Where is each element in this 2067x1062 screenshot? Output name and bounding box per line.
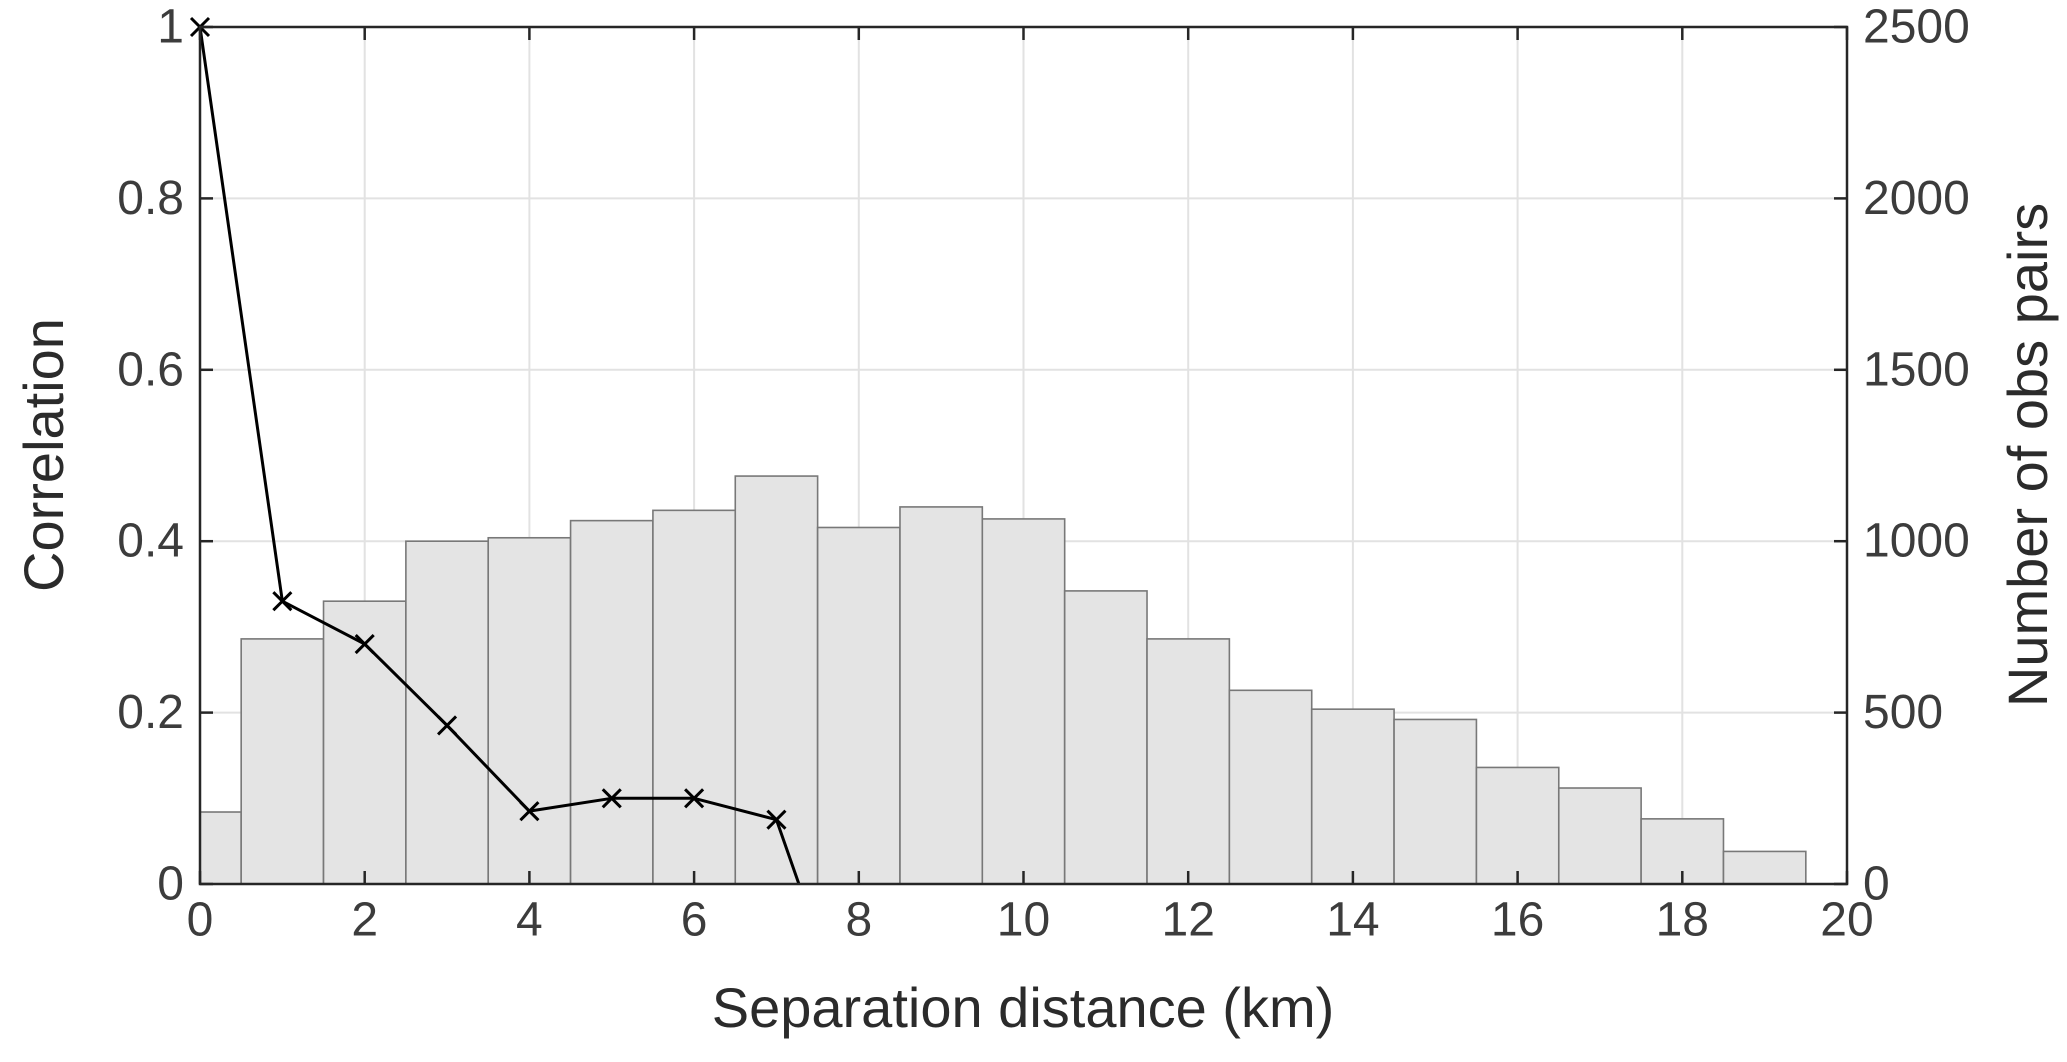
- x-tick-label: 16: [1491, 894, 1544, 947]
- x-axis-label: Separation distance (km): [711, 976, 1335, 1039]
- correlation-marker: [519, 801, 540, 822]
- y-left-tick-label: 1: [157, 1, 184, 54]
- histogram-bar: [1722, 850, 1807, 885]
- histogram-bar: [1146, 638, 1231, 885]
- y-right-tick-label: 2000: [1863, 172, 1970, 225]
- histogram-bar: [899, 506, 984, 885]
- y-right-tick-label: 1000: [1863, 515, 1970, 568]
- histogram-bar: [569, 519, 654, 885]
- y-left-tick-label: 0.2: [117, 686, 184, 739]
- y-right-tick-label: 1500: [1863, 343, 1970, 396]
- x-tick-label: 2: [351, 894, 378, 947]
- histogram-bar: [981, 518, 1066, 885]
- y-left-tick-label: 0.4: [117, 515, 184, 568]
- y-right-tick-label: 0: [1863, 858, 1890, 911]
- histogram-bar: [1228, 689, 1313, 885]
- correlation-marker: [354, 633, 375, 655]
- histogram-bar: [1557, 787, 1642, 885]
- y-left-tick-label: 0.6: [117, 343, 184, 396]
- y-left-tick-label: 0.8: [117, 172, 184, 225]
- y-right-tick-label: 500: [1863, 686, 1943, 739]
- x-tick-label: 4: [516, 894, 543, 947]
- histogram-bar: [1393, 718, 1478, 885]
- histogram-bar: [1475, 766, 1560, 885]
- histogram-bar: [1310, 708, 1395, 885]
- x-tick-label: 10: [997, 894, 1050, 947]
- y-left-axis-label: Correlation: [12, 318, 75, 592]
- histogram-bar: [1063, 590, 1148, 885]
- correlation-marker: [272, 591, 293, 612]
- correlation-marker: [436, 715, 458, 736]
- histogram-bar: [816, 526, 901, 885]
- x-tick-label: 0: [187, 894, 214, 947]
- x-tick-label: 14: [1326, 894, 1379, 947]
- x-tick-label: 12: [1162, 894, 1215, 947]
- x-tick-label: 18: [1656, 894, 1709, 947]
- correlation-marker: [601, 788, 622, 809]
- histogram-bar: [652, 509, 737, 885]
- x-tick-label: 8: [845, 894, 872, 947]
- histogram-bar: [487, 536, 572, 885]
- correlation-marker: [766, 809, 787, 830]
- x-tick-label: 20: [1820, 894, 1873, 947]
- histogram-bar: [405, 540, 490, 885]
- histogram-bar: [240, 638, 325, 885]
- y-right-tick-label: 2500: [1863, 1, 1970, 54]
- histogram-bar: [199, 811, 242, 885]
- y-left-tick-label: 0: [157, 858, 184, 911]
- x-tick-label: 6: [681, 894, 708, 947]
- y-right-axis-label: Number of obs pairs: [1996, 202, 2059, 708]
- correlation-marker: [684, 788, 705, 809]
